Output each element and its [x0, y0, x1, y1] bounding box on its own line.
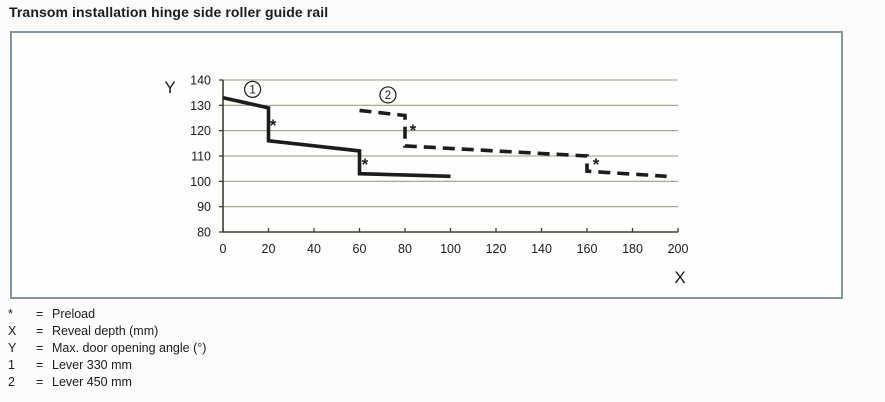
chart-legend: * = Preload X = Reveal depth (mm) Y = Ma… [8, 306, 206, 391]
preload-asterisk-1: * [270, 116, 277, 135]
legend-label: Reveal depth (mm) [52, 324, 159, 338]
legend-symbol: 2 [8, 375, 15, 389]
line-chart: 80 90 100 110 120 130 140 0 20 40 60 80 100 120 140 160… [164, 74, 689, 288]
x-tick-label: 160 [577, 242, 598, 256]
y-axis-label: Y [164, 78, 175, 97]
x-tick-label: 80 [398, 242, 412, 256]
legend-symbol: X [8, 324, 17, 338]
legend-equals: = [36, 375, 44, 389]
y-tick-label: 120 [190, 124, 211, 138]
x-tick-label: 60 [353, 242, 367, 256]
y-tick-label: 110 [191, 150, 211, 164]
series-label-number-1: 1 [249, 84, 255, 96]
page-title: Transom installation hinge side roller g… [9, 4, 329, 20]
legend-row-lever-330: 1 = Lever 330 mm [8, 357, 206, 374]
legend-symbol: Y [8, 341, 17, 355]
x-tick-label: 20 [262, 242, 276, 256]
legend-equals: = [36, 358, 44, 372]
y-tick-label: 100 [190, 175, 211, 189]
preload-asterisk-2: * [362, 155, 369, 174]
legend-label: Lever 330 mm [52, 358, 132, 372]
x-tick-label: 40 [307, 242, 321, 256]
legend-label: Lever 450 mm [52, 375, 132, 389]
y-tick-label: 90 [197, 200, 211, 214]
legend-equals: = [36, 341, 44, 355]
legend-row-y-axis: Y = Max. door opening angle (°) [8, 340, 206, 357]
x-tick-label: 140 [531, 242, 552, 256]
legend-label: Max. door opening angle (°) [52, 341, 207, 355]
series-label-circle-1 [243, 80, 262, 98]
y-tick-label: 80 [197, 226, 211, 240]
y-tick-label: 140 [190, 74, 211, 88]
x-axis-label: X [674, 268, 685, 287]
x-tick-label: 120 [486, 242, 507, 256]
legend-symbol: 1 [8, 358, 15, 372]
y-tick-label: 130 [190, 99, 211, 113]
legend-equals: = [36, 307, 44, 321]
series-label-number-2: 2 [385, 90, 391, 102]
x-tick-label: 180 [622, 242, 643, 256]
series-1-line [222, 95, 451, 179]
chart-panel: 80 90 100 110 120 130 140 0 20 40 60 80 100 120 140 160… [10, 31, 843, 299]
legend-symbol: * [8, 307, 13, 321]
x-tick-label: 100 [440, 242, 461, 256]
legend-label: Preload [52, 307, 96, 321]
legend-row-x-axis: X = Reveal depth (mm) [8, 323, 206, 340]
series-label-circle-2 [379, 86, 397, 104]
legend-equals: = [36, 324, 44, 338]
x-tick-label: 200 [668, 242, 689, 256]
preload-asterisk-3: * [410, 121, 417, 140]
x-tick-label: 0 [220, 242, 227, 256]
legend-row-preload: * = Preload [8, 306, 206, 323]
legend-row-lever-450: 2 = Lever 450 mm [8, 374, 206, 391]
preload-asterisk-4: * [593, 155, 600, 174]
series-2-line [359, 108, 667, 179]
